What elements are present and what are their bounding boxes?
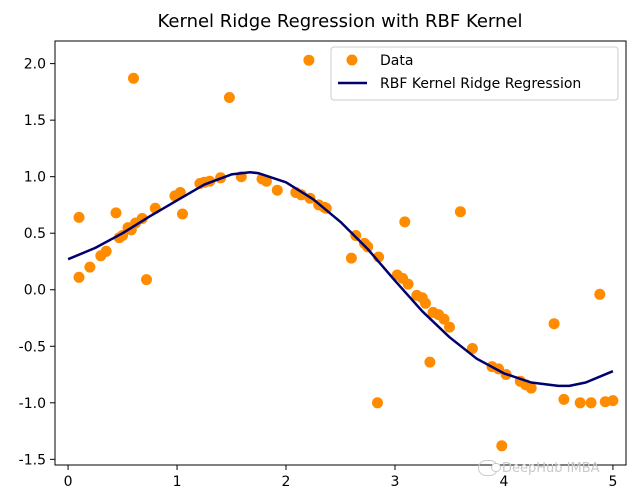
axes-frame	[54, 40, 627, 466]
regression-line	[67, 170, 614, 388]
legend-label-data: Data	[380, 53, 413, 69]
data-point	[548, 318, 560, 330]
data-point	[454, 206, 466, 218]
y-tick-label: -1.5	[19, 452, 46, 468]
data-point	[73, 211, 85, 223]
data-point	[496, 440, 508, 452]
data-point	[607, 395, 619, 407]
data-point	[84, 261, 96, 273]
y-tick-label: 2.0	[24, 57, 46, 73]
x-tick-label: 4	[499, 474, 508, 490]
watermark: DeepHub IMBA	[478, 460, 600, 476]
axis-ticks: 0 1 2 3 4 5 -1.5 -1.0 -0.5 0.0 0.5 1.0 1.5 2.0	[19, 57, 618, 490]
data-point	[362, 241, 374, 253]
data-point	[141, 274, 152, 286]
data-point	[438, 313, 450, 325]
data-point	[223, 92, 235, 103]
data-point	[295, 189, 307, 201]
data-point	[574, 397, 586, 409]
x-tick-label: 0	[64, 474, 73, 490]
data-point	[525, 382, 537, 394]
legend-marker-data	[346, 54, 358, 66]
x-tick-label: 2	[282, 474, 291, 490]
data-point	[402, 278, 414, 290]
wechat-icon	[478, 460, 501, 476]
data-point	[174, 187, 186, 198]
data-point	[444, 321, 455, 333]
data-point	[110, 207, 122, 219]
data-point	[177, 208, 188, 220]
data-point	[128, 72, 139, 84]
x-tick-label: 5	[608, 474, 617, 490]
data-point	[73, 271, 85, 283]
y-tick-label: 1.5	[24, 113, 46, 129]
data-point	[100, 245, 112, 257]
data-point	[260, 175, 272, 187]
y-tick-label: 0.5	[24, 226, 46, 242]
data-point	[585, 397, 597, 409]
legend: Data RBF Kernel Ridge Regression	[330, 46, 619, 101]
y-tick-label: 1.0	[24, 170, 46, 186]
data-point	[558, 393, 570, 405]
data-point	[399, 216, 411, 228]
data-point	[424, 356, 436, 368]
data-point	[594, 288, 606, 300]
data-point	[420, 297, 431, 309]
legend-box	[330, 46, 619, 101]
x-tick-label: 3	[391, 474, 400, 490]
data-point	[345, 252, 357, 264]
data-point	[372, 397, 383, 409]
y-tick-label: 0.0	[24, 283, 46, 299]
data-point	[466, 343, 478, 354]
data-point	[271, 184, 283, 196]
plot-area	[67, 54, 619, 452]
legend-label-fit: RBF Kernel Ridge Regression	[380, 76, 581, 92]
chart-title: Kernel Ridge Regression with RBF Kernel	[158, 11, 523, 32]
y-tick-label: -0.5	[19, 339, 46, 355]
watermark-text: DeepHub IMBA	[502, 460, 600, 476]
data-point	[136, 213, 148, 224]
data-point	[303, 54, 315, 66]
x-tick-label: 1	[173, 474, 182, 490]
y-tick-label: -1.0	[19, 396, 46, 412]
